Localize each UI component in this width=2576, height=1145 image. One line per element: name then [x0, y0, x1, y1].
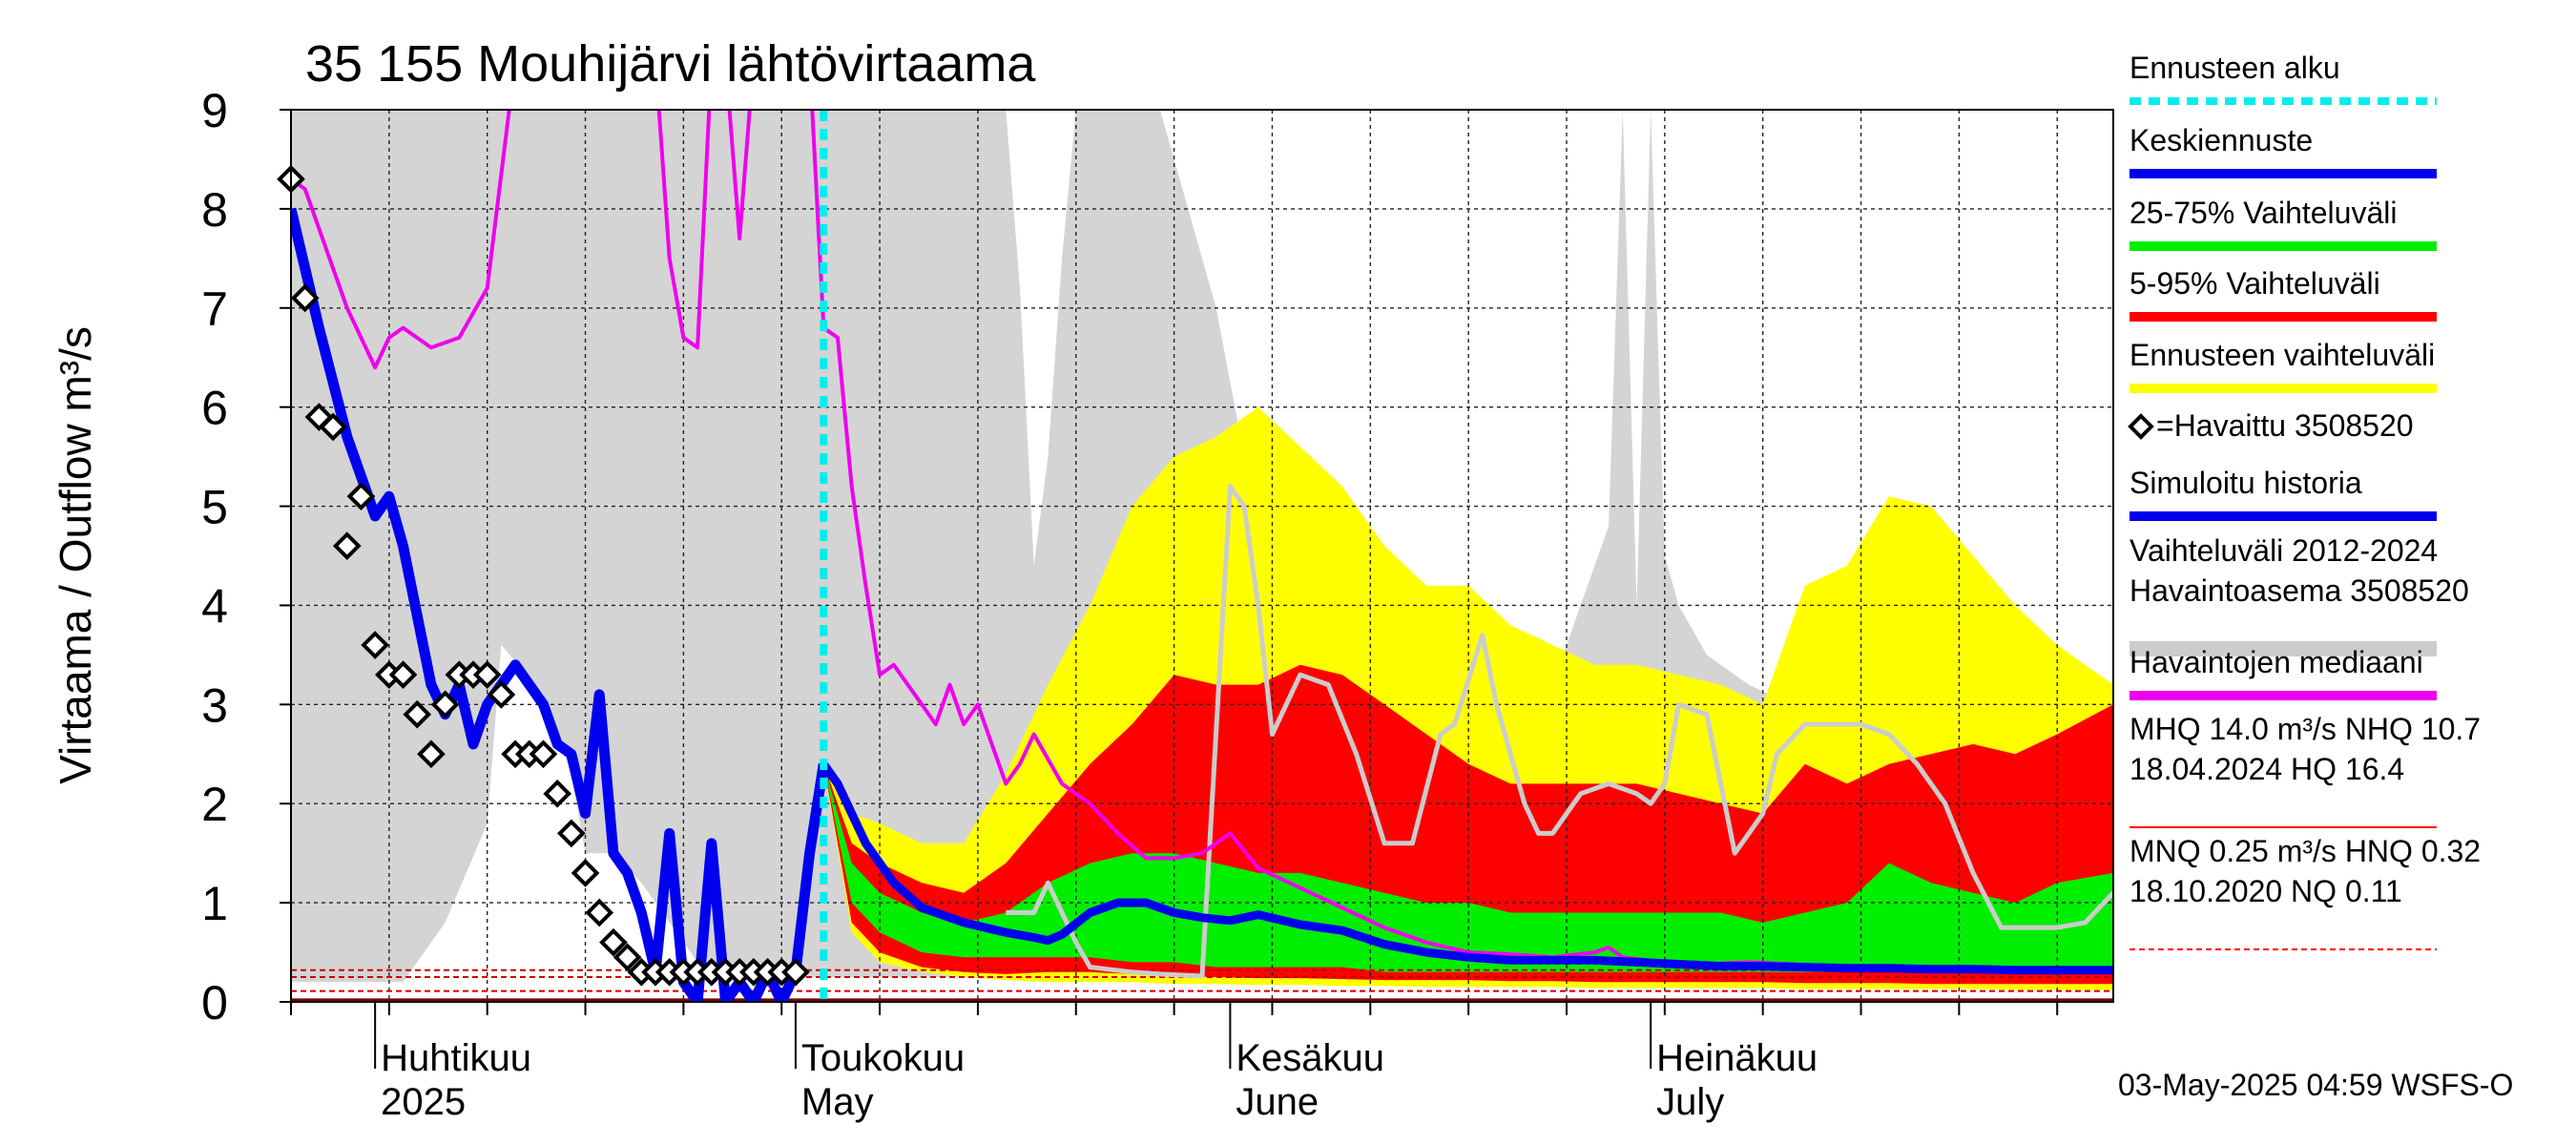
history-gray-line — [1006, 484, 2113, 979]
simulated-history-line — [291, 207, 829, 1002]
observed-point — [557, 819, 586, 848]
y-tick-label: 4 — [201, 579, 228, 633]
observed-point — [304, 403, 334, 431]
legend-label-2: Havaintoasema 3508520 — [2129, 573, 2469, 608]
plot-frame — [290, 109, 2114, 1003]
legend-label: Keskiennuste — [2129, 123, 2313, 157]
legend-label: Ennusteen alku — [2129, 51, 2340, 85]
median-observed-line — [291, 110, 2113, 974]
legend-label: 25-75% Vaihteluväli — [2129, 196, 2397, 230]
legend-item: 5-95% Vaihteluväli — [2129, 266, 2437, 322]
observed-point — [430, 690, 460, 719]
chart-title: 35 155 Mouhijärvi lähtövirtaama — [305, 35, 1036, 93]
legend-item: =Havaittu 3508520 — [2128, 408, 2414, 443]
legend-label: Simuloitu historia — [2129, 466, 2362, 500]
x-month-label-en: June — [1236, 1081, 1319, 1123]
x-month-label-fi: Huhtikuu — [381, 1037, 531, 1079]
observed-point — [585, 898, 614, 927]
observed-point — [361, 631, 389, 659]
legend-label: Ennusteen vaihteluväli — [2129, 338, 2435, 372]
y-tick-label: 6 — [201, 382, 228, 435]
x-month-label-en: May — [801, 1081, 874, 1123]
y-tick-label: 2 — [201, 778, 228, 831]
x-month-label-en: 2025 — [381, 1081, 466, 1123]
legend-label: MNQ 0.25 m³/s HNQ 0.32 — [2129, 834, 2481, 868]
legend-label: =Havaittu 3508520 — [2156, 408, 2414, 443]
y-tick-label: 7 — [201, 282, 228, 336]
legend-item: Ennusteen vaihteluväli — [2129, 338, 2437, 393]
observed-point — [319, 412, 347, 442]
observed-point — [487, 680, 516, 709]
y-tick-label: 0 — [201, 976, 228, 1030]
observed-point — [332, 531, 362, 560]
legend-item: Vaihteluväli 2012-2024 Havaintoasema 350… — [2129, 533, 2469, 656]
legend-label: 5-95% Vaihteluväli — [2129, 266, 2380, 301]
legend-item: Havaintojen mediaani — [2129, 645, 2437, 700]
x-month-label-en: July — [1656, 1081, 1724, 1123]
x-month-label-fi: Toukokuu — [801, 1037, 965, 1079]
legend-item: Keskiennuste — [2129, 123, 2437, 178]
legend-item: Simuloitu historia — [2129, 466, 2437, 521]
observed-point — [543, 780, 571, 808]
legend-label: Havaintojen mediaani — [2129, 645, 2423, 679]
y-tick-label: 8 — [201, 183, 228, 237]
observed-point — [403, 699, 432, 729]
legend-item: MHQ 14.0 m³/s NHQ 10.7 18.04.2024 HQ 16.4 — [2129, 712, 2481, 828]
y-tick-label: 3 — [201, 678, 228, 732]
legend-label-2: 18.04.2024 HQ 16.4 — [2129, 752, 2404, 786]
y-tick-label: 5 — [201, 481, 228, 534]
observed-point — [417, 739, 446, 769]
x-month-label-fi: Kesäkuu — [1236, 1037, 1384, 1079]
observed-point — [472, 660, 502, 689]
legend-label: Vaihteluväli 2012-2024 — [2129, 533, 2438, 568]
observed-point — [599, 927, 628, 957]
x-month-label-fi: Heinäkuu — [1656, 1037, 1818, 1079]
y-tick-label: 9 — [201, 84, 228, 137]
p25-75-band — [823, 763, 2113, 972]
legend-item: Ennusteen alku — [2129, 51, 2437, 105]
y-tick-label: 1 — [201, 877, 228, 930]
legend-item: 25-75% Vaihteluväli — [2129, 196, 2437, 251]
legend-marker-icon — [2128, 413, 2154, 440]
y-axis-label: Virtaama / Outflow m³/s — [51, 326, 100, 784]
mean-forecast-line — [820, 761, 2113, 975]
observed-point — [613, 943, 642, 972]
timestamp: 03-May-2025 04:59 WSFS-O — [2118, 1068, 2513, 1102]
legend-label-2: 18.10.2020 NQ 0.11 — [2129, 874, 2402, 908]
legend-label: MHQ 14.0 m³/s NHQ 10.7 — [2129, 712, 2481, 746]
legend-item: MNQ 0.25 m³/s HNQ 0.32 18.10.2020 NQ 0.11 — [2129, 834, 2481, 950]
observed-point — [346, 482, 376, 510]
grid — [291, 110, 2113, 1002]
observed-point — [290, 283, 320, 313]
observed-point — [529, 739, 558, 769]
observed-point — [388, 660, 418, 689]
observed-point — [571, 859, 600, 887]
observed-point — [781, 958, 810, 987]
